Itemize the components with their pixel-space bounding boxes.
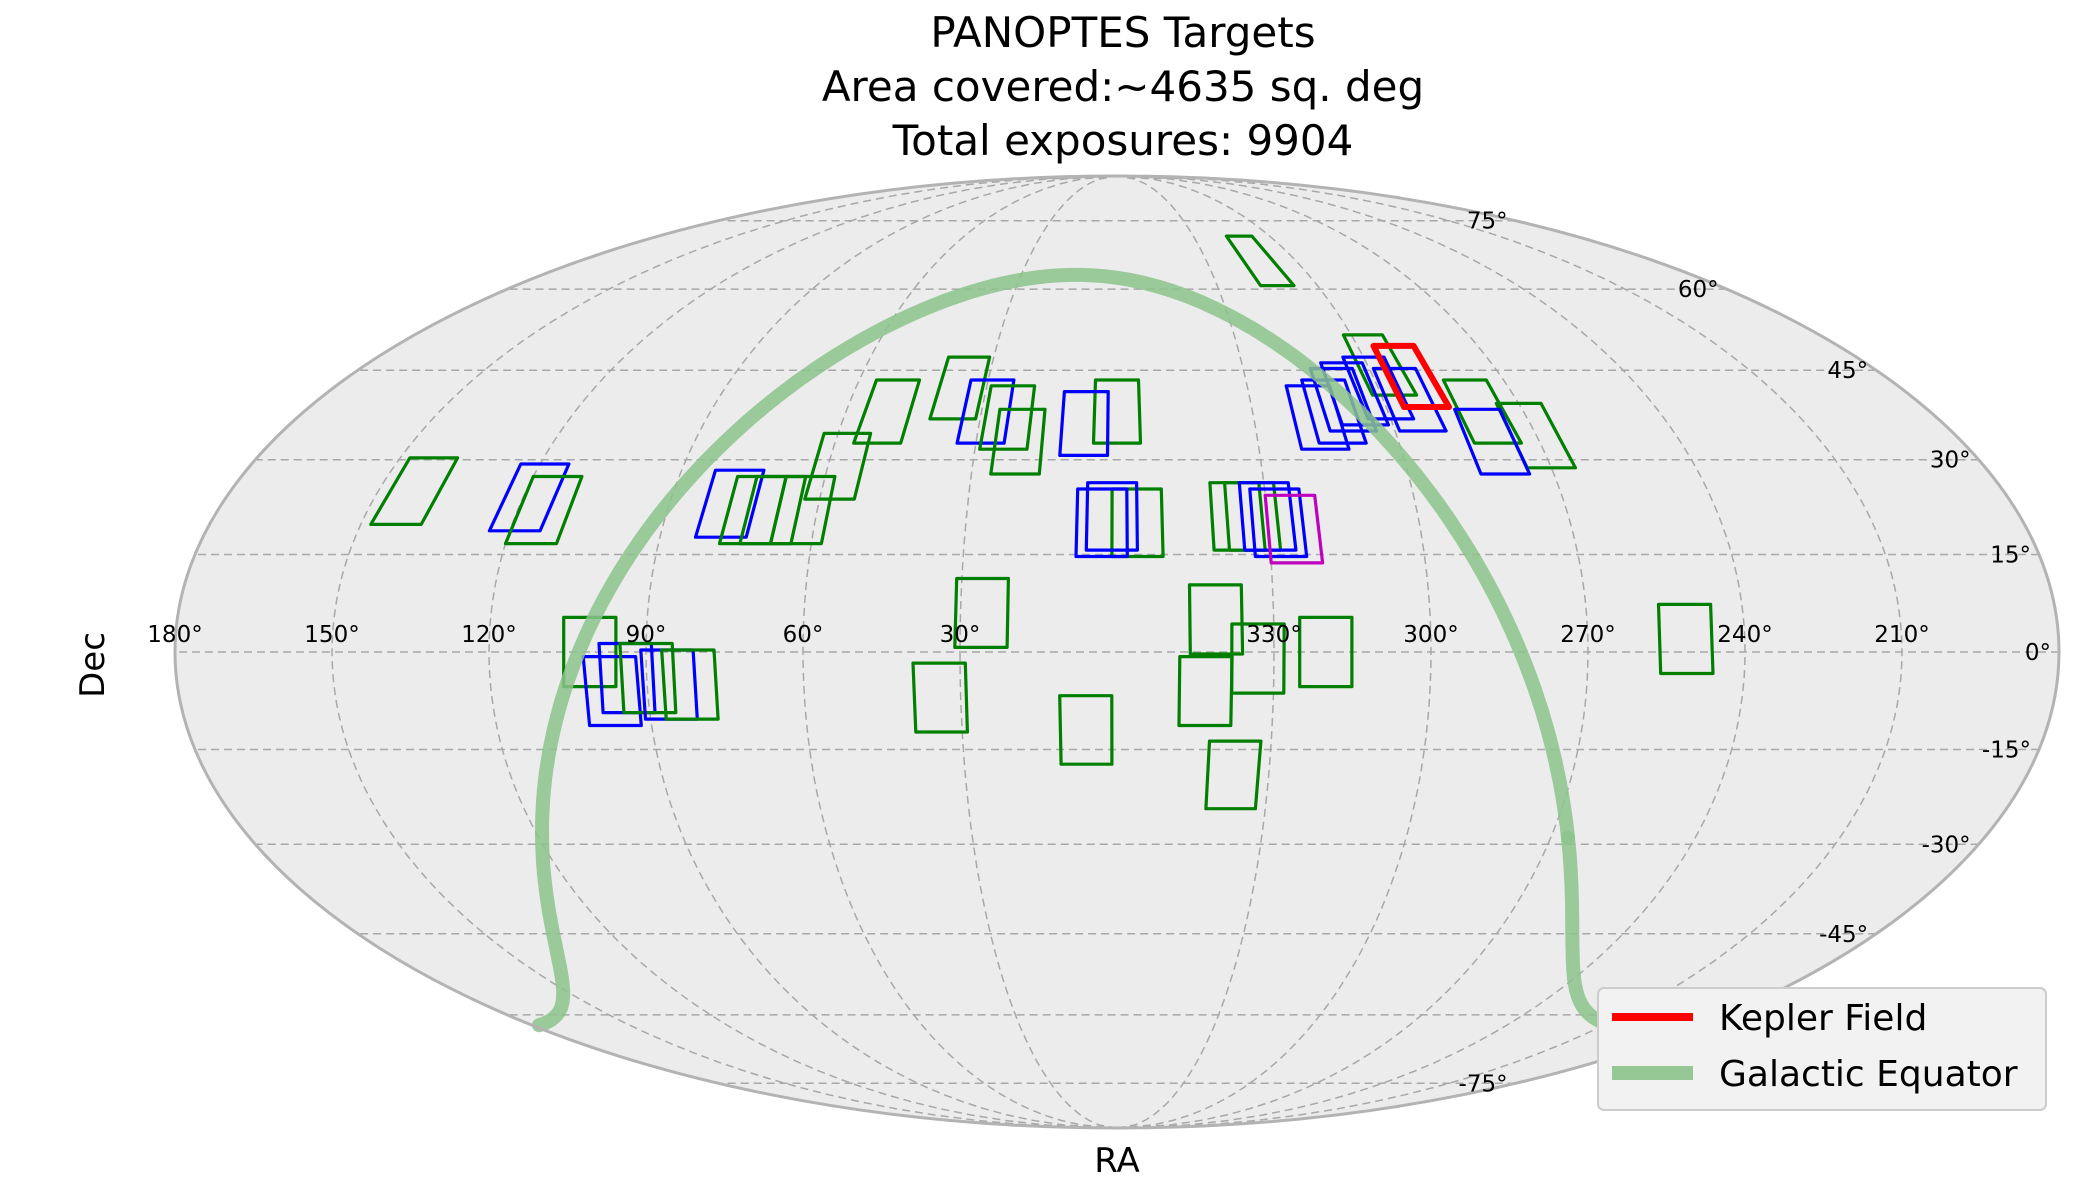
target-field bbox=[1084, 481, 1139, 552]
title-line-1: PANOPTES Targets bbox=[930, 8, 1315, 57]
target-field bbox=[1058, 694, 1114, 766]
chart-title: PANOPTES Targets Area covered:~4635 sq. … bbox=[822, 8, 1424, 165]
target-field bbox=[693, 468, 766, 539]
target-fields bbox=[369, 234, 1715, 811]
legend-galactic-label: Galactic Equator bbox=[1719, 1054, 2018, 1095]
target-field bbox=[1187, 583, 1245, 656]
target-field bbox=[738, 474, 808, 546]
target-field bbox=[562, 615, 618, 689]
dec-tick-label: 75° bbox=[1467, 209, 1508, 235]
dec-tick-label: -45° bbox=[1819, 922, 1868, 948]
ra-tick-label: 300° bbox=[1403, 622, 1458, 648]
target-field bbox=[911, 661, 969, 734]
target-field bbox=[1453, 407, 1532, 476]
target-field bbox=[1494, 401, 1577, 470]
target-field bbox=[369, 456, 460, 526]
target-field bbox=[1298, 615, 1354, 689]
target-field bbox=[1341, 355, 1416, 421]
legend: Kepler Field Galactic Equator bbox=[1597, 987, 2047, 1111]
target-field bbox=[1230, 622, 1286, 695]
dec-tick-label: -75° bbox=[1459, 1071, 1508, 1097]
target-field bbox=[487, 462, 571, 533]
target-field bbox=[1341, 333, 1419, 397]
legend-kepler-label: Kepler Field bbox=[1719, 998, 1927, 1039]
dec-tick-label: 60° bbox=[1678, 277, 1719, 303]
target-field bbox=[639, 648, 699, 721]
sky-boundary bbox=[173, 174, 2061, 1130]
legend-box bbox=[1597, 987, 2047, 1111]
target-field bbox=[503, 474, 584, 546]
title-line-2: Area covered:~4635 sq. deg bbox=[822, 62, 1424, 111]
ra-tick-label: 240° bbox=[1717, 622, 1772, 648]
title-line-3: Total exposures: 9904 bbox=[892, 116, 1354, 165]
meridian-line bbox=[959, 175, 1118, 1129]
target-field bbox=[955, 378, 1016, 445]
target-field bbox=[803, 431, 873, 501]
galactic-equator-line bbox=[532, 267, 1575, 1033]
target-field bbox=[1248, 487, 1309, 559]
y-axis-label: Dec bbox=[73, 632, 113, 698]
kepler-field-group bbox=[1370, 342, 1452, 410]
target-field bbox=[1074, 487, 1129, 559]
target-field bbox=[1656, 602, 1715, 676]
meridian-line bbox=[331, 175, 1118, 1129]
dec-tick-label: 15° bbox=[1990, 543, 2031, 569]
target-field bbox=[1204, 739, 1263, 811]
ra-tick-label: 150° bbox=[304, 622, 359, 648]
ra-tick-label: 30° bbox=[940, 622, 981, 648]
target-field bbox=[1224, 234, 1296, 288]
target-field bbox=[1058, 390, 1110, 457]
target-field bbox=[618, 641, 678, 715]
target-field bbox=[852, 378, 922, 445]
target-field bbox=[597, 641, 657, 715]
target-field bbox=[1237, 481, 1298, 552]
target-field bbox=[1371, 366, 1448, 433]
ra-tick-label: 60° bbox=[783, 622, 824, 648]
dec-tick-label: -30° bbox=[1922, 832, 1971, 858]
target-field bbox=[660, 648, 720, 721]
target-field bbox=[1263, 493, 1325, 565]
target-field bbox=[1319, 361, 1390, 427]
ra-tick-label: 120° bbox=[461, 622, 516, 648]
ra-tick-label: 90° bbox=[626, 622, 667, 648]
ra-tick-label: 330° bbox=[1246, 622, 1301, 648]
kepler-field bbox=[1370, 342, 1452, 410]
x-axis-label: RA bbox=[1094, 1141, 1140, 1181]
dec-tick-label: 30° bbox=[1930, 448, 1971, 474]
dec-tick-label: 0° bbox=[2025, 640, 2051, 666]
target-field bbox=[1441, 378, 1523, 445]
target-field bbox=[928, 355, 992, 421]
target-field bbox=[1177, 655, 1234, 728]
dec-tick-label: 45° bbox=[1827, 358, 1868, 384]
ra-tick-label: 270° bbox=[1560, 622, 1615, 648]
target-field bbox=[953, 576, 1010, 649]
ra-tick-labels: 330° 300° 270° 240° 210° 180° 150° 120° 90° 60° 30… bbox=[147, 622, 1929, 648]
target-field bbox=[989, 407, 1047, 476]
ra-tick-label: 180° bbox=[147, 622, 202, 648]
ra-tick-label: 210° bbox=[1874, 622, 1929, 648]
dec-tick-label: -15° bbox=[1982, 737, 2031, 763]
